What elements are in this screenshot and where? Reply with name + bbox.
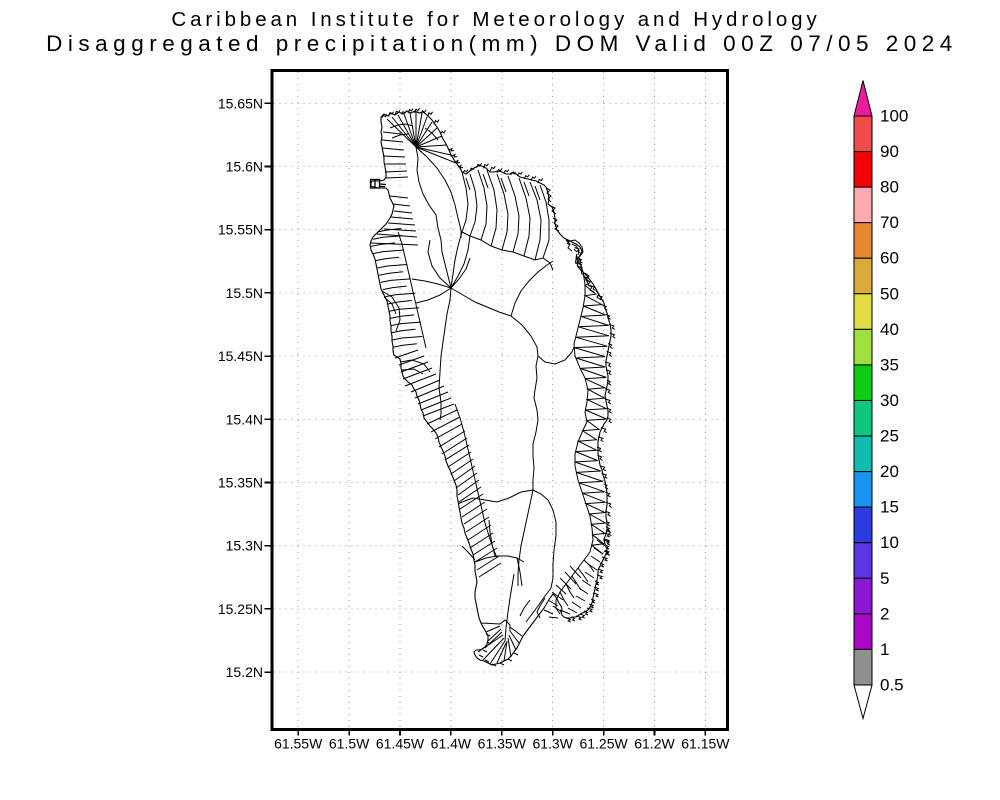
- svg-text:70: 70: [880, 213, 899, 232]
- svg-text:61.2W: 61.2W: [634, 736, 675, 752]
- svg-text:15.35N: 15.35N: [218, 475, 263, 491]
- svg-text:15: 15: [880, 498, 899, 517]
- svg-text:61.55W: 61.55W: [274, 736, 323, 752]
- svg-text:20: 20: [880, 462, 899, 481]
- svg-text:61.5W: 61.5W: [329, 736, 370, 752]
- svg-text:15.6N: 15.6N: [226, 159, 263, 175]
- svg-text:10: 10: [880, 533, 899, 552]
- svg-text:1: 1: [880, 640, 889, 659]
- svg-text:15.3N: 15.3N: [226, 538, 263, 554]
- svg-text:61.4W: 61.4W: [431, 736, 472, 752]
- svg-text:61.3W: 61.3W: [532, 736, 573, 752]
- svg-text:15.65N: 15.65N: [218, 95, 263, 111]
- svg-text:25: 25: [880, 427, 899, 446]
- svg-text:15.2N: 15.2N: [226, 664, 263, 680]
- svg-text:15.45N: 15.45N: [218, 348, 263, 364]
- svg-text:61.45W: 61.45W: [376, 736, 425, 752]
- svg-text:61.15W: 61.15W: [681, 736, 730, 752]
- svg-text:61.35W: 61.35W: [478, 736, 527, 752]
- svg-text:2: 2: [880, 604, 889, 623]
- svg-text:15.5N: 15.5N: [226, 285, 263, 301]
- svg-text:0.5: 0.5: [880, 676, 904, 695]
- svg-text:80: 80: [880, 178, 899, 197]
- svg-text:35: 35: [880, 355, 899, 374]
- svg-text:30: 30: [880, 391, 899, 410]
- svg-text:15.55N: 15.55N: [218, 222, 263, 238]
- svg-text:60: 60: [880, 249, 899, 268]
- svg-text:5: 5: [880, 569, 889, 588]
- svg-text:90: 90: [880, 142, 899, 161]
- svg-text:100: 100: [880, 107, 908, 126]
- svg-text:61.25W: 61.25W: [579, 736, 628, 752]
- svg-text:50: 50: [880, 284, 899, 303]
- svg-text:15.4N: 15.4N: [226, 411, 263, 427]
- svg-text:40: 40: [880, 320, 899, 339]
- svg-text:15.25N: 15.25N: [218, 601, 263, 617]
